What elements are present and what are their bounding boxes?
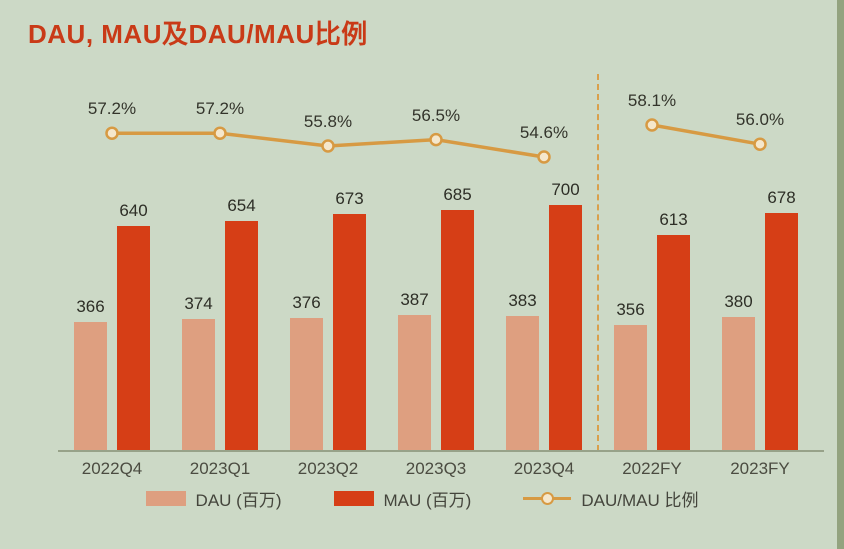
mau-value-label: 673 — [335, 189, 364, 209]
ratio-marker-icon — [753, 137, 767, 151]
legend-label-mau: MAU (百万) — [383, 491, 472, 510]
dau-bar — [182, 319, 215, 450]
ratio-percent-label: 57.2% — [195, 99, 245, 119]
ratio-percent-label: 58.1% — [627, 90, 677, 110]
x-axis-category-label: 2023FY — [730, 459, 790, 478]
dau-value-label: 374 — [184, 294, 213, 314]
dau-value-label: 383 — [508, 290, 537, 310]
ratio-percent-label: 56.5% — [411, 105, 461, 125]
dau-bar — [398, 314, 431, 450]
mau-value-label: 613 — [659, 210, 688, 230]
legend-label-dau: DAU (百万) — [195, 491, 282, 510]
mau-bar — [441, 210, 474, 450]
mau-swatch — [333, 491, 374, 506]
dau-swatch — [145, 491, 186, 506]
ratio-marker-icon — [645, 118, 659, 132]
dau-bar — [290, 318, 323, 450]
mau-value-label: 678 — [767, 187, 796, 207]
right-edge-strip — [837, 0, 844, 549]
dau-value-label: 366 — [76, 296, 105, 316]
dau-value-label: 356 — [616, 300, 645, 320]
x-axis-category-label: 2022Q4 — [81, 459, 143, 478]
mau-bar — [117, 226, 150, 450]
mau-value-label: 700 — [551, 180, 580, 199]
x-axis-line — [58, 450, 824, 452]
x-axis-category-label: 2023Q1 — [189, 459, 251, 478]
dau-bar — [614, 325, 647, 450]
dau-value-label: 387 — [400, 289, 429, 309]
x-axis-category-label: 2023Q4 — [513, 459, 575, 478]
mau-bar — [549, 205, 582, 450]
mau-bar — [657, 235, 690, 450]
dau-bar — [506, 315, 539, 450]
ratio-marker-icon — [213, 126, 227, 140]
dau-bar — [722, 317, 755, 450]
x-axis-category-label: 2022FY — [622, 459, 682, 478]
x-axis-category-label: 2023Q3 — [405, 459, 467, 478]
ratio-marker-icon — [321, 139, 335, 153]
dau-value-label: 376 — [292, 293, 321, 313]
ratio-percent-label: 57.2% — [87, 99, 137, 119]
mau-bar — [333, 214, 366, 450]
mau-bar — [765, 212, 798, 450]
ratio-line — [112, 131, 545, 159]
ratio-percent-label: 56.0% — [735, 110, 785, 130]
legend-item-ratio: DAU/MAU 比例 — [523, 486, 698, 511]
dau-bar — [74, 321, 107, 450]
ratio-line-marker-icon — [541, 492, 555, 505]
legend-label-ratio: DAU/MAU 比例 — [581, 491, 699, 510]
quarter-fy-divider — [597, 74, 599, 451]
mau-value-label: 640 — [119, 201, 148, 220]
ratio-marker-icon — [537, 150, 551, 164]
dau-value-label: 380 — [724, 292, 753, 311]
legend-item-dau: DAU (百万) — [145, 486, 282, 511]
mau-bar — [225, 221, 258, 450]
legend: DAU (百万) MAU (百万) DAU/MAU 比例 — [0, 486, 844, 511]
x-axis-category-label: 2023Q2 — [297, 459, 359, 478]
mau-value-label: 685 — [443, 185, 472, 205]
ratio-percent-label: 55.8% — [303, 111, 353, 131]
ratio-line-swatch — [523, 492, 572, 505]
chart-title: DAU, MAU及DAU/MAU比例 — [28, 19, 368, 49]
mau-value-label: 654 — [227, 196, 256, 216]
ratio-percent-label: 54.6% — [519, 122, 569, 142]
ratio-marker-icon — [429, 132, 443, 147]
ratio-marker-icon — [105, 126, 119, 140]
legend-item-mau: MAU (百万) — [333, 486, 472, 511]
